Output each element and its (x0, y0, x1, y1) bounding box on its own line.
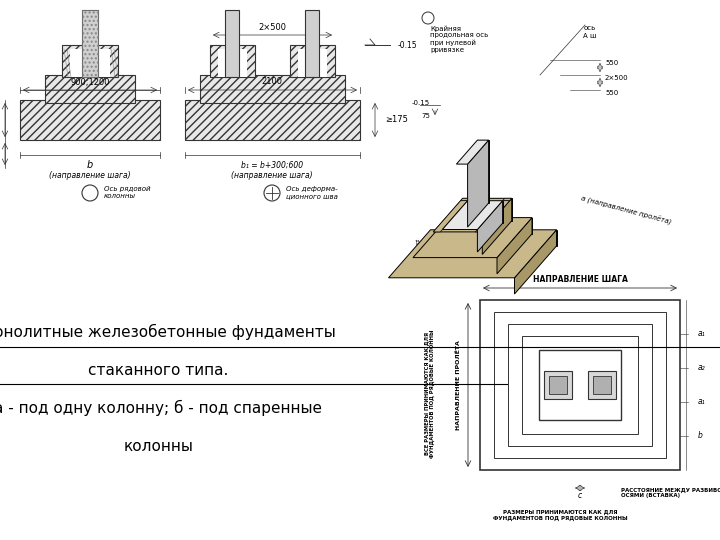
Text: РАЗМЕРЫ ПРИНИМАЮТСЯ КАК ДЛЯ
ФУНДАМЕНТОВ ПОД РЯДОВЫЕ КОЛОННЫ: РАЗМЕРЫ ПРИНИМАЮТСЯ КАК ДЛЯ ФУНДАМЕНТОВ … (492, 510, 627, 521)
Text: c: c (578, 491, 582, 501)
Text: ВСЕ РАЗМЕРЫ ПРИНИМАЮТСЯ КАК ДЛЯ
ФУНДАМЕНТОВ ПОД РЯДОВЫЕ КОЛОННЫ: ВСЕ РАЗМЕРЫ ПРИНИМАЮТСЯ КАК ДЛЯ ФУНДАМЕН… (425, 329, 436, 458)
Text: 75: 75 (421, 113, 430, 119)
Bar (82, 10, 98, 77)
Text: а - под одну колонну; б - под спаренные: а - под одну колонну; б - под спаренные (0, 400, 323, 416)
Text: a₂: a₂ (698, 363, 706, 373)
Text: a₁: a₁ (698, 329, 706, 339)
Polygon shape (389, 230, 557, 278)
Polygon shape (503, 198, 512, 201)
Polygon shape (482, 198, 512, 254)
Bar (218, 49, 247, 77)
Polygon shape (456, 140, 489, 164)
Bar (544, 371, 572, 399)
Bar (549, 376, 567, 394)
Polygon shape (448, 218, 532, 234)
Polygon shape (467, 201, 503, 223)
Polygon shape (433, 198, 512, 232)
Text: ось: ось (584, 25, 596, 31)
Polygon shape (433, 201, 467, 232)
Bar (225, 10, 239, 77)
Text: Ось деформа-
ционного шва: Ось деформа- ционного шва (286, 186, 338, 199)
Text: А ш: А ш (583, 33, 597, 39)
Text: b₁ (направление шага): b₁ (направление шага) (414, 212, 495, 246)
Bar (494, 312, 666, 458)
Bar (522, 336, 638, 434)
Text: НАПРАВЛЕНИЕ ШАГА: НАПРАВЛЕНИЕ ШАГА (533, 275, 627, 285)
Bar (290, 45, 335, 77)
Polygon shape (475, 201, 510, 232)
Polygon shape (463, 198, 512, 221)
Circle shape (82, 185, 98, 201)
Text: (направление шага): (направление шага) (231, 171, 312, 179)
Text: ≥225: ≥225 (0, 123, 1, 145)
Bar (588, 371, 616, 399)
Bar (210, 45, 255, 77)
Polygon shape (477, 140, 489, 203)
Polygon shape (515, 230, 557, 294)
Text: Монолитные железобетонные фундаменты: Монолитные железобетонные фундаменты (0, 324, 336, 340)
Text: НАПРАВЛЕНИЕ ПРОЛЁТА: НАПРАВЛЕНИЕ ПРОЛЁТА (456, 340, 461, 430)
Text: ≥175: ≥175 (385, 116, 408, 125)
Text: РАССТОЯНИЕ МЕЖДУ РАЗБИВОЧНЫМИ
ОСЯМИ (ВСТАВКА): РАССТОЯНИЕ МЕЖДУ РАЗБИВОЧНЫМИ ОСЯМИ (ВСТ… (621, 488, 720, 498)
Text: 2×500: 2×500 (605, 75, 629, 81)
Text: b₁ = b+300;600: b₁ = b+300;600 (241, 160, 303, 170)
Bar (480, 300, 680, 470)
Bar (298, 49, 327, 77)
Text: колонны: колонны (123, 438, 194, 454)
Polygon shape (433, 198, 512, 232)
Polygon shape (442, 201, 503, 230)
Bar (539, 350, 621, 420)
Bar (62, 45, 118, 77)
Text: Ось рядовой
колонны: Ось рядовой колонны (104, 186, 150, 199)
Text: Крайняя
продольная ось
при нулевой
pривязке: Крайняя продольная ось при нулевой pривя… (430, 25, 488, 53)
Text: b: b (87, 160, 93, 170)
Circle shape (422, 12, 434, 24)
Circle shape (264, 185, 280, 201)
Polygon shape (497, 218, 532, 274)
Text: а (направление пролёта): а (направление пролёта) (580, 195, 672, 226)
Text: -0.15: -0.15 (412, 100, 430, 106)
Polygon shape (431, 230, 557, 246)
Bar (20, 100, 160, 140)
Bar (70, 49, 110, 77)
Text: 2×500: 2×500 (258, 23, 286, 31)
Polygon shape (467, 140, 489, 227)
Text: (направление шага): (направление шага) (49, 171, 131, 179)
Text: стаканного типа.: стаканного типа. (89, 363, 228, 378)
Polygon shape (477, 201, 503, 252)
Bar (82, 10, 98, 77)
Bar (200, 75, 345, 103)
Text: -0.15: -0.15 (398, 40, 418, 50)
Text: 550: 550 (605, 90, 618, 96)
Polygon shape (413, 218, 532, 258)
Bar (508, 324, 652, 446)
Text: a₁: a₁ (698, 397, 706, 407)
Text: b: b (698, 431, 703, 441)
Text: 550: 550 (605, 60, 618, 66)
Polygon shape (461, 198, 469, 201)
Bar (185, 100, 360, 140)
Text: 900;1200: 900;1200 (71, 78, 109, 86)
Bar (305, 10, 319, 77)
Bar (593, 376, 611, 394)
Text: 2100: 2100 (261, 78, 282, 86)
Bar (45, 75, 135, 103)
